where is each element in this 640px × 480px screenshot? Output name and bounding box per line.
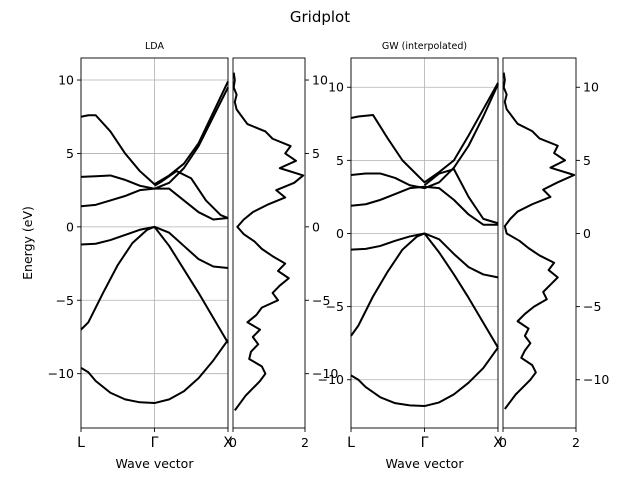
dos-panel-3: −10 −5 0 5 10 0 2 xyxy=(499,57,609,450)
y-tick-label-0: −10 xyxy=(312,366,338,381)
y-tick-label-3: 5 xyxy=(583,153,591,168)
y-tick-label-2: 0 xyxy=(583,226,591,241)
panel-title: GW (interpolated) xyxy=(382,41,467,52)
y-tick-label-0: −10 xyxy=(583,372,609,387)
y-tick-label-4: 10 xyxy=(58,73,74,88)
x-tick-label-1: 2 xyxy=(572,435,580,450)
x-tick-label-1: Γ xyxy=(421,435,429,451)
x-tick-label-1: 2 xyxy=(301,435,309,450)
y-tick-label-3: 5 xyxy=(66,146,74,161)
band-line-5 xyxy=(80,81,229,186)
x-tick-label-0: 0 xyxy=(229,435,237,450)
x-tick-label-2: X xyxy=(223,435,233,451)
band-line-0 xyxy=(350,346,499,408)
band-structure-panel-0: −10 −5 0 5 10 L Γ X LDA Wave vector Energy (eV) xyxy=(20,41,233,471)
band-line-3 xyxy=(350,185,498,226)
y-tick-label-1: −5 xyxy=(326,299,344,314)
band-structure-panel-2: −10 −5 0 5 10 L Γ X GW (interpolated) Wave vector xyxy=(318,41,504,471)
x-tick-label-2: X xyxy=(493,435,503,451)
band-line-5 xyxy=(350,82,499,184)
y-tick-label-1: −5 xyxy=(56,293,74,308)
y-tick-label-4: 10 xyxy=(583,80,599,95)
x-axis-label: Wave vector xyxy=(386,456,465,471)
x-tick-label-0: L xyxy=(347,435,355,451)
y-tick-label-4: 10 xyxy=(328,80,344,95)
y-tick-label-0: −10 xyxy=(48,366,74,381)
band-line-6 xyxy=(423,168,499,225)
dos-panel-1: −10 −5 0 5 10 0 2 xyxy=(229,57,338,450)
x-tick-label-0: 0 xyxy=(499,435,507,450)
band-line-6 xyxy=(153,170,229,219)
figure-title: Gridplot xyxy=(290,8,350,26)
y-tick-label-1: −5 xyxy=(583,299,601,314)
band-line-2 xyxy=(350,232,499,279)
axes-frame xyxy=(232,57,306,429)
x-axis-label: Wave vector xyxy=(116,456,195,471)
y-tick-label-1: −5 xyxy=(312,293,330,308)
band-line-0 xyxy=(80,339,229,405)
y-axis-label: Energy (eV) xyxy=(20,206,35,280)
y-tick-label-2: 0 xyxy=(66,219,74,234)
y-tick-label-2: 0 xyxy=(336,226,344,241)
dos-curve xyxy=(232,72,305,411)
panel-title: LDA xyxy=(145,41,164,52)
y-tick-label-2: 0 xyxy=(312,219,320,234)
band-line-4 xyxy=(80,86,229,190)
band-line-4 xyxy=(350,83,499,190)
axes-frame xyxy=(502,57,577,429)
dos-curve xyxy=(502,72,576,410)
y-tick-label-3: 5 xyxy=(336,153,344,168)
y-tick-label-0: −10 xyxy=(318,372,344,387)
y-tick-label-4: 10 xyxy=(312,73,328,88)
x-tick-label-0: L xyxy=(77,435,85,451)
x-tick-label-1: Γ xyxy=(151,435,159,451)
band-line-2 xyxy=(80,225,229,269)
y-tick-label-3: 5 xyxy=(312,146,320,161)
